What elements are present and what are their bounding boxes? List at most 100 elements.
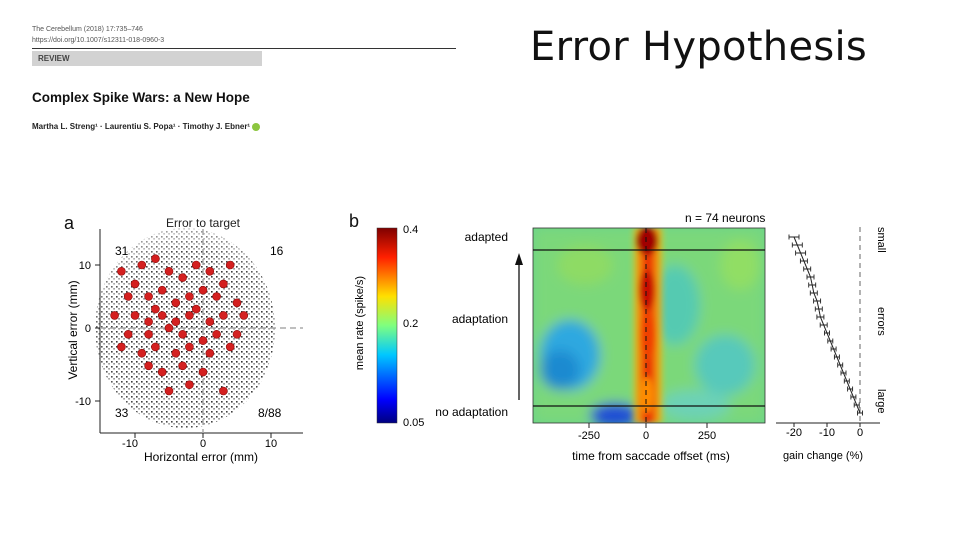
scatter-point bbox=[232, 298, 242, 308]
scatter-point bbox=[191, 260, 201, 270]
scatter-x-label: Horizontal error (mm) bbox=[144, 450, 258, 464]
scatter-point bbox=[219, 311, 228, 320]
arrow-head-icon bbox=[515, 253, 523, 265]
y-tick-neg10: -10 bbox=[75, 396, 91, 408]
gain-panel: -20 -10 0 gain change (%) small errors l… bbox=[776, 227, 887, 462]
scatter-point bbox=[232, 330, 242, 339]
x-tick-0: 0 bbox=[200, 438, 206, 450]
scatter-point bbox=[110, 311, 119, 320]
gain-error-bar bbox=[816, 314, 825, 320]
scatter-point bbox=[225, 260, 235, 270]
gain-error-bar bbox=[824, 330, 830, 336]
scatter-point bbox=[178, 273, 187, 282]
header-rule bbox=[32, 48, 456, 49]
gain-error-bar bbox=[819, 322, 828, 328]
gain-x-label: gain change (%) bbox=[783, 450, 863, 462]
gain-x-tick-0: 0 bbox=[857, 427, 863, 439]
paper-title: Complex Spike Wars: a New Hope bbox=[32, 90, 250, 105]
scatter-point bbox=[151, 254, 160, 264]
scatter-point bbox=[164, 267, 174, 276]
gain-error-bar bbox=[813, 298, 822, 304]
scatter-panel: a Error to target -10 0 10 10 0 -10 Hori… bbox=[64, 213, 303, 464]
scatter-point bbox=[205, 348, 215, 358]
gain-error-bar bbox=[814, 306, 823, 312]
scatter-point bbox=[205, 267, 215, 276]
gain-error-bar bbox=[788, 234, 800, 240]
scatter-point bbox=[178, 330, 187, 339]
gain-x-tick-neg10: -10 bbox=[819, 427, 835, 439]
scatter-point bbox=[157, 285, 167, 295]
scatter-point bbox=[185, 380, 194, 389]
heatmap-image bbox=[533, 228, 765, 423]
scatter-point bbox=[171, 317, 181, 326]
author-names: Martha L. Streng¹ · Laurentiu S. Popa¹ ·… bbox=[32, 122, 251, 131]
scatter-point bbox=[157, 367, 167, 377]
scatter-point bbox=[144, 292, 153, 301]
scatter-point bbox=[205, 317, 215, 326]
gain-error-bar bbox=[857, 410, 863, 416]
gain-error-bar bbox=[809, 290, 818, 296]
scatter-point bbox=[225, 342, 235, 352]
x-tick-10: 10 bbox=[265, 438, 277, 450]
gain-x-tick-neg20: -20 bbox=[786, 427, 802, 439]
scatter-point bbox=[144, 330, 153, 339]
right-label-large: large bbox=[875, 389, 887, 413]
scatter-point bbox=[171, 298, 181, 308]
quadrant-count-bottom-right: 8/88 bbox=[258, 406, 282, 420]
scatter-point bbox=[137, 348, 147, 358]
journal-doi: https://doi.org/10.1007/s12311-018-0960-… bbox=[32, 37, 165, 44]
y-tick-0: 0 bbox=[85, 323, 91, 335]
panel-label-b: b bbox=[349, 211, 359, 231]
colorbar bbox=[376, 227, 398, 424]
scatter-point bbox=[212, 330, 221, 339]
scatter-point bbox=[164, 386, 174, 396]
gain-error-bar bbox=[830, 346, 837, 352]
gain-error-bar bbox=[803, 266, 812, 272]
gain-error-bar bbox=[833, 354, 840, 360]
gain-error-bar bbox=[808, 282, 817, 288]
gain-error-bar bbox=[795, 250, 807, 256]
quadrant-count-bottom-left: 33 bbox=[115, 406, 129, 420]
author-list: Martha L. Streng¹ · Laurentiu S. Popa¹ ·… bbox=[32, 122, 261, 131]
scatter-point bbox=[178, 361, 187, 371]
scatter-point bbox=[117, 267, 126, 276]
gain-line-series bbox=[788, 234, 863, 416]
scatter-point bbox=[151, 304, 160, 314]
scatter-point bbox=[185, 311, 194, 320]
gain-error-bar bbox=[847, 386, 854, 392]
gain-error-bar bbox=[843, 378, 850, 384]
x-tick-neg10: -10 bbox=[122, 438, 138, 450]
gain-error-bar bbox=[837, 362, 844, 368]
heatmap-x-tick-250: 250 bbox=[698, 430, 716, 442]
gain-error-bar bbox=[791, 242, 803, 248]
journal-line-1: The Cerebellum (2018) 17:735–746 bbox=[32, 26, 143, 33]
neuron-count-annotation: n = 74 neurons bbox=[685, 211, 765, 225]
gain-error-bar bbox=[840, 370, 847, 376]
row-label-adaptation: adaptation bbox=[452, 312, 508, 326]
scatter-point bbox=[219, 279, 228, 289]
gain-error-bar bbox=[853, 402, 860, 408]
row-label-no-adaptation: no adaptation bbox=[435, 405, 508, 419]
colorbar-tick-mid: 0.2 bbox=[403, 318, 418, 330]
scatter-point bbox=[117, 342, 126, 352]
scatter-point bbox=[212, 292, 221, 301]
scatter-point bbox=[164, 323, 174, 333]
scatter-point bbox=[198, 336, 208, 345]
scatter-point bbox=[130, 279, 140, 289]
scatter-point bbox=[219, 386, 228, 396]
journal-citation: The Cerebellum (2018) 17:735–746 https:/… bbox=[32, 24, 164, 46]
scatter-point bbox=[137, 260, 147, 270]
gain-error-bar bbox=[850, 394, 857, 400]
y-tick-10: 10 bbox=[79, 260, 91, 272]
slide-title: Error Hypothesis bbox=[530, 24, 868, 70]
orcid-icon bbox=[252, 122, 261, 131]
scatter-point bbox=[191, 304, 201, 314]
panel-label-a: a bbox=[64, 213, 75, 233]
colorbar-tick-max: 0.4 bbox=[403, 224, 418, 236]
colorbar-label: mean rate (spike/s) bbox=[354, 276, 366, 370]
gain-error-bar bbox=[827, 338, 834, 344]
scatter-point bbox=[198, 367, 208, 377]
scatter-point bbox=[123, 292, 133, 301]
quadrant-count-top-right: 16 bbox=[270, 244, 284, 258]
scatter-point bbox=[185, 292, 194, 301]
